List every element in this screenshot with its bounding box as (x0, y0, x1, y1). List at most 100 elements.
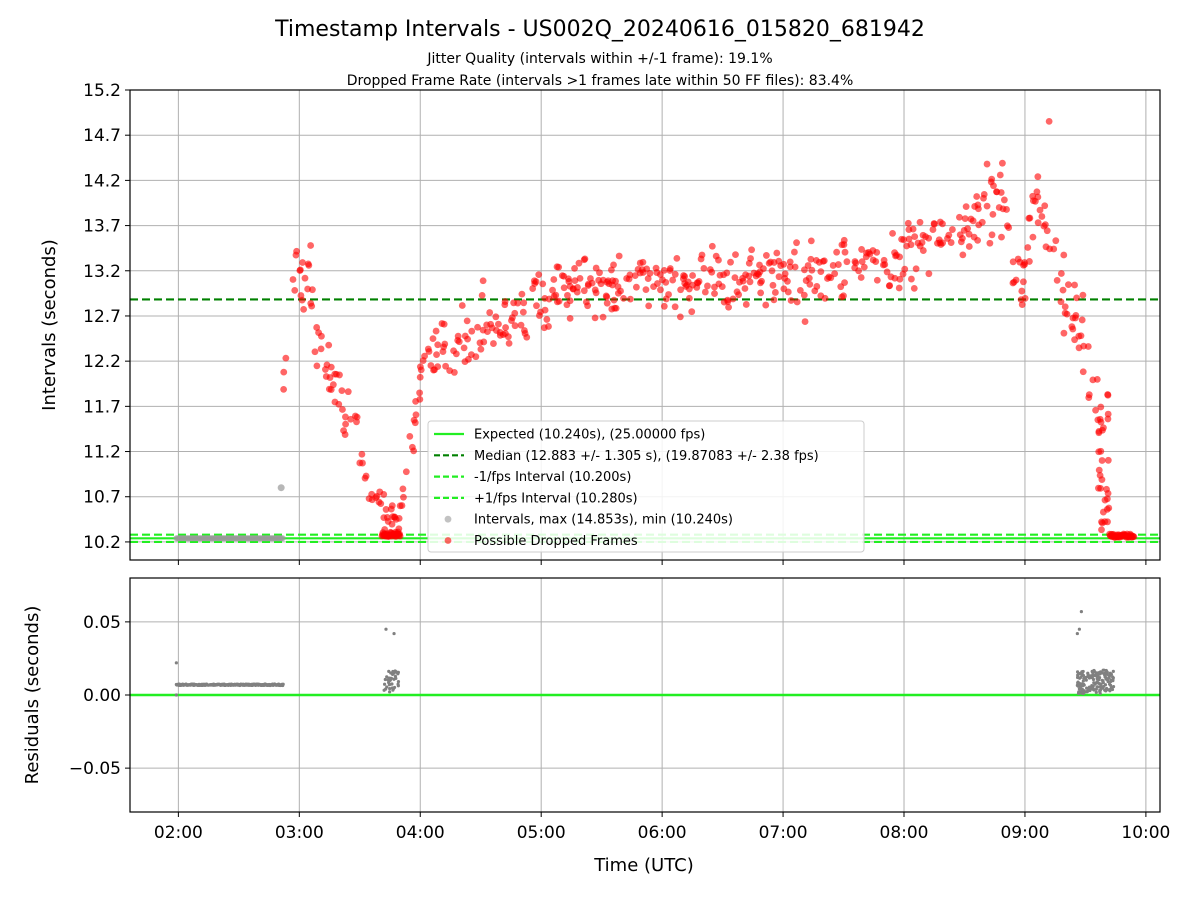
legend-label: Possible Dropped Frames (474, 534, 638, 549)
dropped-frame-point (416, 395, 424, 403)
dropped-frame-point (484, 328, 491, 336)
residual-point (281, 682, 285, 686)
dropped-frame-point (988, 175, 996, 183)
residual-point (385, 685, 389, 689)
chart-subtitle-dropped: Dropped Frame Rate (intervals >1 frames … (347, 73, 854, 89)
dropped-frame-point (768, 267, 776, 275)
dropped-frame-point (724, 298, 732, 305)
top-y-tick-label: 13.7 (83, 217, 121, 237)
dropped-frame-point (978, 218, 986, 226)
residual-point (1102, 668, 1106, 672)
dropped-frame-point (1101, 518, 1109, 526)
dropped-frame-point (543, 316, 551, 323)
residual-point (382, 682, 387, 686)
legend-label: +1/fps Interval (10.280s) (474, 491, 638, 506)
dropped-frame-point (617, 287, 624, 295)
dropped-frame-point (965, 243, 973, 250)
dropped-frame-point (1043, 227, 1051, 235)
dropped-frame-point (440, 320, 448, 328)
x-tick-label: 10:00 (1121, 823, 1170, 843)
dropped-frame-point (474, 323, 481, 331)
dropped-frame-point (858, 246, 865, 253)
interval-point (279, 535, 286, 542)
dropped-frame-point (746, 278, 754, 286)
dropped-frame-point (858, 258, 866, 266)
bottom-y-tick-label: 0.00 (83, 686, 121, 706)
dropped-frame-point (580, 287, 588, 295)
dropped-frame-point (704, 282, 711, 290)
dropped-frame-point (939, 239, 947, 247)
dropped-frame-point (588, 279, 596, 287)
dropped-frame-point (1092, 406, 1099, 414)
x-tick-label: 08:00 (880, 823, 929, 843)
dropped-frame-point (841, 279, 848, 287)
dropped-frame-point (460, 344, 468, 352)
dropped-frame-point (708, 242, 716, 250)
dropped-frame-point (592, 289, 600, 297)
dropped-frame-point (760, 265, 767, 273)
residual-point (1104, 686, 1109, 691)
dropped-frame-point (956, 213, 963, 221)
dropped-frame-point (1038, 213, 1046, 220)
dropped-frame-point (523, 333, 531, 341)
dropped-frame-point (676, 313, 684, 321)
dropped-frame-point (564, 291, 571, 299)
dropped-frame-point (1036, 206, 1044, 214)
dropped-frame-point (912, 265, 920, 273)
dropped-frame-point (665, 291, 672, 298)
dropped-frame-point (1063, 310, 1071, 318)
dropped-frame-point (318, 332, 325, 340)
dropped-frame-point (873, 249, 881, 256)
residual-point (1099, 684, 1103, 688)
dropped-frame-point (631, 272, 639, 279)
dropped-frame-point (1073, 294, 1081, 302)
dropped-frame-point (907, 241, 915, 249)
dropped-frame-point (639, 258, 647, 266)
residual-point (387, 669, 391, 673)
dropped-frame-point (909, 225, 917, 233)
dropped-frame-point (959, 251, 967, 259)
dropped-frame-point (326, 374, 334, 381)
dropped-frame-point (983, 160, 991, 168)
dropped-frame-point (1104, 456, 1112, 464)
dropped-frame-point (1085, 391, 1093, 399)
dropped-frame-point (1041, 202, 1049, 210)
dropped-frame-point (660, 302, 668, 310)
dropped-frame-point (959, 234, 966, 242)
legend-dot-swatch (444, 515, 452, 523)
dropped-frame-point (520, 299, 528, 307)
residual-point (1084, 678, 1088, 682)
dropped-frame-point (576, 274, 584, 282)
dropped-frame-point (961, 215, 969, 222)
dropped-frame-point (478, 291, 486, 299)
dropped-frame-point (841, 248, 849, 256)
dropped-frame-point (1059, 286, 1067, 294)
dropped-frame-point (945, 231, 953, 239)
dropped-frame-point (998, 233, 1005, 241)
dropped-frame-point (715, 256, 722, 264)
dropped-frame-point (1057, 270, 1065, 277)
dropped-frame-point (669, 276, 677, 284)
dropped-frame-point (1060, 251, 1068, 259)
dropped-frame-point (925, 270, 933, 278)
dropped-frame-point (1079, 368, 1087, 376)
dropped-frame-point (620, 294, 627, 302)
dropped-frame-point (571, 277, 579, 285)
dropped-frame-point (429, 335, 437, 343)
dropped-frame-point (975, 205, 982, 213)
residual-point (388, 687, 392, 691)
residual-point (1077, 627, 1081, 631)
residual-point (1086, 675, 1090, 679)
dropped-frame-point (519, 308, 527, 316)
dropped-frame-point (685, 294, 693, 302)
top-y-tick-label: 10.7 (83, 488, 121, 508)
dropped-frame-point (908, 275, 915, 283)
dropped-frame-point (468, 327, 476, 335)
dropped-frame-point (732, 251, 739, 259)
dropped-frame-point (821, 294, 829, 302)
residual-point (393, 674, 398, 678)
top-y-axis-label: Intervals (seconds) (39, 239, 60, 411)
dropped-frame-point (786, 258, 794, 266)
residual-point (174, 693, 178, 697)
dropped-frame-point (280, 368, 288, 376)
